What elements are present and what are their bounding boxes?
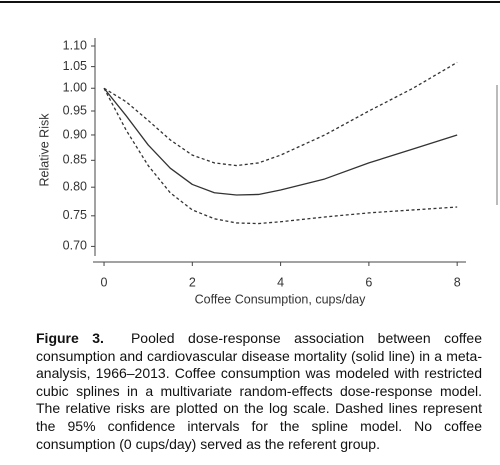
- x-tick-label: 0: [101, 275, 108, 289]
- y-tick-label: 1.05: [63, 59, 87, 73]
- x-axis-title: Coffee Consumption, cups/day: [195, 292, 366, 306]
- y-axis-title: Relative Risk: [37, 113, 51, 187]
- y-tick-label: 0.75: [63, 208, 87, 222]
- line: [103, 87, 458, 196]
- y-tick-label: 0.70: [63, 239, 87, 253]
- line: [103, 61, 458, 167]
- x-tick-label: 6: [365, 275, 372, 289]
- y-tick-label: 1.10: [63, 38, 87, 52]
- x-tick-label: 8: [454, 275, 461, 289]
- y-tick-label: 0.90: [63, 127, 87, 141]
- figure-caption: Figure 3. Pooled dose-response associati…: [36, 330, 482, 453]
- y-tick-label: 0.85: [63, 153, 87, 167]
- chart: Relative Risk Coffee Consumption, cups/d…: [0, 1, 500, 306]
- x-tick-label: 2: [189, 275, 196, 289]
- caption-label: Figure 3.: [36, 330, 104, 346]
- caption-text: Pooled dose-response association between…: [36, 330, 482, 452]
- y-tick-label: 0.80: [63, 179, 87, 193]
- x-tick-label: 4: [277, 275, 284, 289]
- y-tick-label: 0.95: [63, 103, 87, 117]
- y-tick-label: 1.00: [63, 81, 87, 95]
- line: [103, 87, 458, 225]
